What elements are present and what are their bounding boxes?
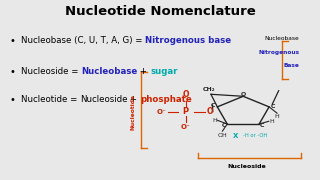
Text: OH: OH	[218, 133, 227, 138]
Text: Nitrogenous base: Nitrogenous base	[145, 36, 231, 45]
Text: C: C	[260, 123, 265, 128]
Text: O: O	[241, 92, 246, 97]
Text: Base: Base	[283, 63, 299, 68]
Text: sugar: sugar	[150, 67, 178, 76]
Text: Nucleotide: Nucleotide	[130, 94, 135, 130]
Text: C: C	[211, 103, 215, 108]
Text: +: +	[137, 67, 150, 76]
Text: H: H	[270, 119, 275, 124]
Text: phosphate: phosphate	[140, 95, 192, 104]
Text: Nucleotide =: Nucleotide =	[21, 95, 80, 104]
Text: C: C	[271, 104, 275, 109]
Text: Nucleobase: Nucleobase	[264, 36, 299, 41]
Text: O: O	[182, 90, 189, 99]
Text: -H or -OH: -H or -OH	[243, 133, 268, 138]
Text: H: H	[212, 118, 217, 123]
Text: •: •	[10, 95, 15, 105]
Text: Nucleobase (C, U, T, A, G) =: Nucleobase (C, U, T, A, G) =	[21, 36, 145, 45]
Text: Nucleoside: Nucleoside	[227, 164, 266, 169]
Text: +: +	[127, 95, 140, 104]
Text: O: O	[206, 107, 213, 116]
Text: H: H	[275, 114, 279, 120]
Text: CH₂: CH₂	[203, 87, 216, 92]
Text: •: •	[10, 36, 15, 46]
Text: Nucleobase: Nucleobase	[81, 67, 137, 76]
Text: Nucleotide Nomenclature: Nucleotide Nomenclature	[65, 5, 255, 18]
Text: C: C	[222, 123, 226, 128]
Text: Nucleoside =: Nucleoside =	[21, 67, 81, 76]
Text: •: •	[10, 67, 15, 77]
Text: Nucleoside: Nucleoside	[80, 95, 127, 104]
Text: X: X	[233, 133, 238, 139]
Text: Nitrogenous: Nitrogenous	[258, 50, 299, 55]
Text: O⁻: O⁻	[181, 124, 190, 130]
Text: O⁻: O⁻	[157, 109, 166, 115]
Text: P: P	[182, 107, 189, 116]
